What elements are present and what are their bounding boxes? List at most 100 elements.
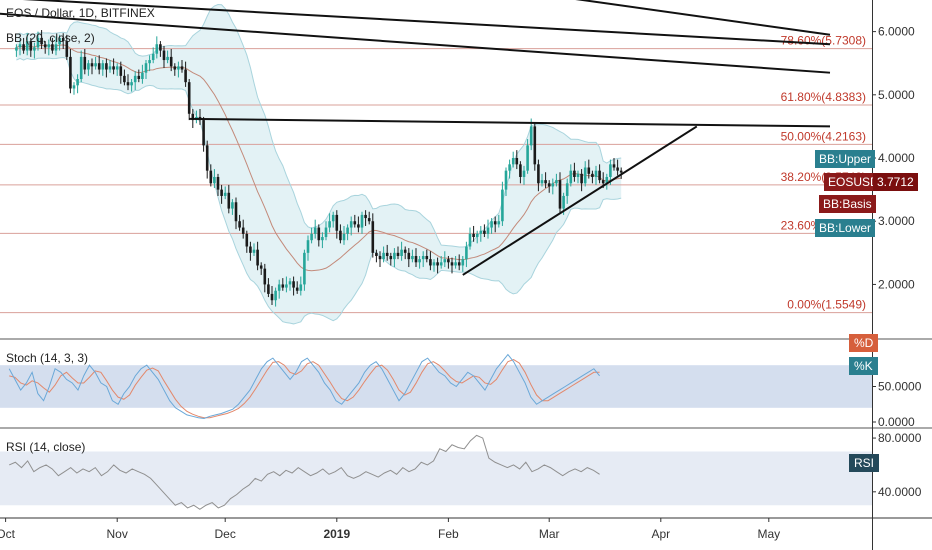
candle-body-129 <box>479 230 483 234</box>
price-value-tag: 3.7712 <box>873 173 918 191</box>
candle-body-65 <box>249 246 252 253</box>
candle-body-24 <box>101 63 105 70</box>
trendline-2 <box>0 12 831 74</box>
candle-body-116 <box>432 262 436 266</box>
bb-indicator-label[interactable]: BB (20, close, 2) <box>6 31 95 45</box>
candle-body-159 <box>587 167 591 174</box>
candle-body-35 <box>141 72 144 80</box>
candle-body-113 <box>421 255 425 260</box>
candle-body-166 <box>612 164 616 168</box>
candle-body-121 <box>450 262 454 266</box>
candle-body-106 <box>396 252 400 256</box>
candle-body-146 <box>540 180 544 184</box>
candle-body-140 <box>519 164 522 177</box>
candle-body-125 <box>465 246 468 260</box>
rsi-ytick-label-0: 80.0000 <box>878 431 922 445</box>
candle-body-20 <box>87 63 90 70</box>
candle-body-61 <box>234 202 238 222</box>
rsi-indicator-label[interactable]: RSI (14, close) <box>6 440 86 454</box>
candle-body-0 <box>15 47 18 51</box>
candle-body-98 <box>367 218 371 222</box>
candle-body-117 <box>436 262 439 266</box>
candle-body-160 <box>591 173 594 177</box>
candle-body-23 <box>97 63 101 70</box>
candle-body-149 <box>551 183 555 187</box>
candle-body-21 <box>90 63 94 67</box>
candle-body-94 <box>353 221 357 225</box>
candle-body-5 <box>33 47 36 51</box>
candle-body-78 <box>295 287 299 291</box>
candle-body-88 <box>331 214 335 222</box>
price-ytick-label-1: 5.0000 <box>878 88 915 102</box>
candle-body-99 <box>371 221 375 253</box>
candle-body-132 <box>490 221 493 228</box>
candle-body-95 <box>357 224 360 228</box>
candle-body-123 <box>457 262 461 266</box>
candle-body-31 <box>126 82 130 86</box>
price-ytick-label-3: 3.0000 <box>878 214 915 228</box>
candle-body-87 <box>328 221 331 228</box>
stoch-d-tag: %D <box>849 334 879 352</box>
candle-body-165 <box>609 164 612 177</box>
candle-body-47 <box>184 69 187 83</box>
candle-body-92 <box>346 227 349 234</box>
candle-body-64 <box>245 233 249 247</box>
candle-body-137 <box>508 164 511 171</box>
stoch-pane[interactable] <box>0 353 872 419</box>
candle-body-57 <box>220 189 223 196</box>
candle-body-16 <box>72 85 76 89</box>
candle-body-102 <box>382 252 385 260</box>
candle-body-33 <box>133 75 137 83</box>
candle-body-91 <box>342 233 346 241</box>
candle-body-111 <box>414 255 418 263</box>
candle-body-13 <box>61 37 65 42</box>
candle-body-45 <box>177 66 180 70</box>
candle-body-53 <box>205 145 209 171</box>
candle-body-158 <box>583 167 587 184</box>
candle-body-97 <box>364 214 367 219</box>
candle-body-11 <box>54 44 58 51</box>
candle-body-110 <box>411 255 414 260</box>
xtick-label-1: Nov <box>107 527 128 541</box>
stoch-indicator-label[interactable]: Stoch (14, 3, 3) <box>6 351 89 365</box>
xtick-label-2: Dec <box>215 527 236 541</box>
trendline-4 <box>462 125 698 276</box>
candle-body-73 <box>277 284 281 291</box>
candle-body-7 <box>40 37 43 45</box>
xtick-label-0: Oct <box>0 527 16 541</box>
candle-body-145 <box>537 164 540 184</box>
stoch-k-line <box>8 353 600 419</box>
candle-body-46 <box>180 66 184 70</box>
rsi-pane[interactable] <box>0 434 872 510</box>
bb-basis-tag: BB:Basis <box>819 195 876 213</box>
fib-label-0: 78.60%(5.7308) <box>781 34 866 48</box>
stoch-ytick-label-1: 0.0000 <box>878 415 915 429</box>
candle-body-62 <box>238 221 241 228</box>
stoch-band <box>0 365 872 408</box>
candle-body-133 <box>493 221 497 225</box>
bb-lower-tag: BB:Lower <box>815 219 876 237</box>
xtick-label-7: May <box>757 527 780 541</box>
candle-body-147 <box>544 180 547 184</box>
xtick-label-5: Mar <box>539 527 560 541</box>
candle-body-32 <box>130 82 133 86</box>
fib-label-5: 0.00%(1.5549) <box>787 298 866 312</box>
candle-body-40 <box>159 44 162 51</box>
candle-body-114 <box>425 255 429 260</box>
price-pane[interactable]: 78.60%(5.7308) 61.80%(4.8383) 50.00%(4.216… <box>0 0 872 325</box>
candle-body-69 <box>263 268 267 285</box>
candle-body-157 <box>580 173 583 184</box>
candle-body-86 <box>324 227 328 238</box>
candle-body-28 <box>115 66 119 70</box>
candle-body-27 <box>112 66 115 70</box>
candle-body-141 <box>522 170 526 177</box>
candle-body-104 <box>389 255 393 260</box>
candle-body-89 <box>335 214 339 231</box>
candle-body-124 <box>461 259 465 266</box>
candle-body-81 <box>306 240 310 253</box>
candle-body-93 <box>349 221 353 228</box>
candle-body-59 <box>227 192 231 209</box>
candle-body-107 <box>400 249 403 256</box>
candle-body-96 <box>360 214 364 228</box>
